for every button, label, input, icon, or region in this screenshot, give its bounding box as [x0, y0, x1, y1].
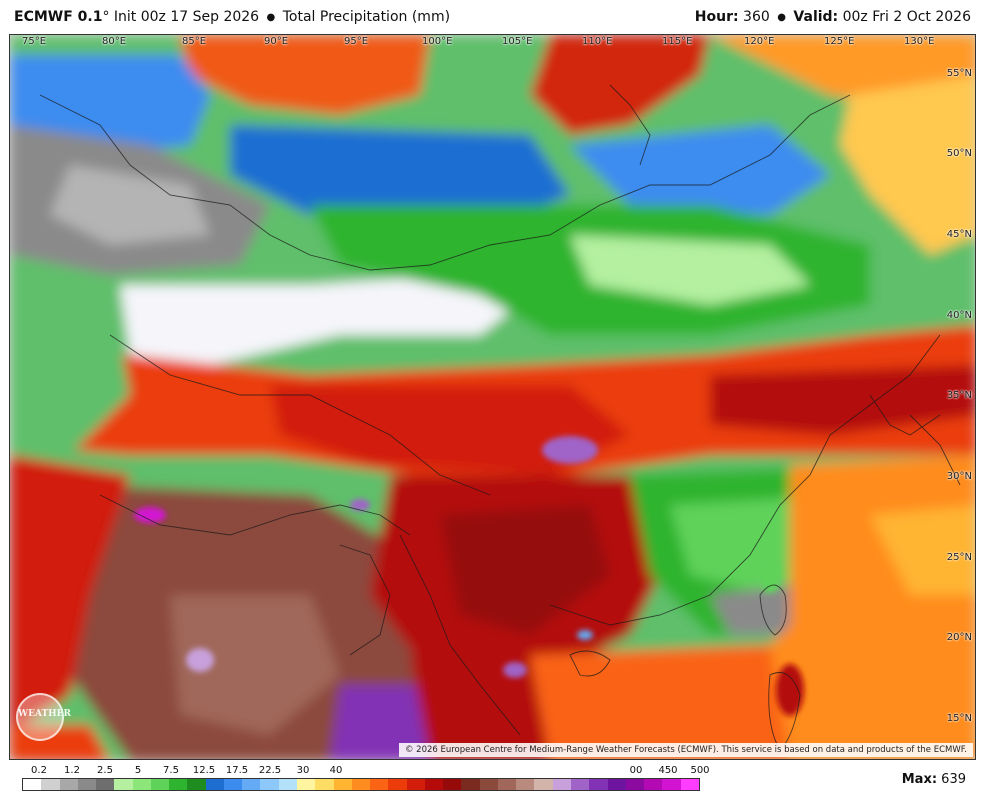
- title-left: ECMWF 0.1° Init 00z 17 Sep 2026 ● Total …: [14, 0, 450, 36]
- legend-tick: 1.2: [64, 765, 80, 776]
- lat-label-50: 50°N: [946, 148, 972, 159]
- lon-label-125: 125°E: [824, 36, 855, 47]
- legend-tick: 00: [629, 765, 643, 776]
- map-header: ECMWF 0.1° Init 00z 17 Sep 2026 ● Total …: [0, 0, 984, 34]
- lat-label-30: 30°N: [946, 471, 972, 482]
- colorbar-swatch: [242, 779, 261, 790]
- colorbar-swatch: [552, 779, 571, 790]
- colorbar-swatch: [662, 779, 681, 790]
- colorbar-swatch: [461, 779, 480, 790]
- legend-tick: 17.5: [225, 765, 249, 776]
- colorbar-swatch: [315, 779, 334, 790]
- colorbar-swatch: [589, 779, 608, 790]
- legend-tick: 450: [658, 765, 678, 776]
- lon-label-80: 80°E: [102, 36, 127, 47]
- legend-tick: 2.5: [97, 765, 113, 776]
- colorbar-swatch: [607, 779, 626, 790]
- logo-text: WEATHER: [18, 709, 71, 719]
- colorbar-swatch: [388, 779, 407, 790]
- max-value: Max: 639: [902, 772, 966, 788]
- colorbar-swatch: [150, 779, 170, 790]
- legend-tick: 40: [329, 765, 343, 776]
- legend-tick: 5: [134, 765, 142, 776]
- colorbar-swatch: [41, 779, 60, 790]
- colorbar-swatch: [625, 779, 645, 790]
- colorbar-swatch: [296, 779, 316, 790]
- lat-label-15: 15°N: [946, 713, 972, 724]
- lon-label-120: 120°E: [744, 36, 775, 47]
- bullet-separator: ●: [266, 12, 276, 23]
- lat-label-20: 20°N: [946, 632, 972, 643]
- precipitation-map[interactable]: 75°E 80°E 85°E 90°E 95°E 100°E 105°E 110…: [9, 34, 976, 760]
- max-label: Max:: [901, 772, 938, 787]
- colorbar-swatch: [351, 779, 371, 790]
- colorbar-swatch: [23, 779, 42, 790]
- legend-tick: 30: [296, 765, 310, 776]
- colorbar-swatch: [278, 779, 297, 790]
- colorbar-swatch: [169, 779, 188, 790]
- lon-label-95: 95°E: [344, 36, 369, 47]
- legend-tick: 12.5: [192, 765, 216, 776]
- precipitation-colorbar: [22, 778, 700, 791]
- lat-label-25: 25°N: [946, 552, 972, 563]
- max-number: 639: [941, 772, 966, 787]
- colorbar-swatch: [443, 779, 462, 790]
- legend-tick: 7.5: [163, 765, 179, 776]
- lat-label-45: 45°N: [946, 229, 972, 240]
- colorbar-swatch: [370, 779, 389, 790]
- lon-label-130: 130°E: [904, 36, 935, 47]
- lat-label-35: 35°N: [946, 390, 972, 401]
- colorbar-swatch: [644, 779, 663, 790]
- colorbar-swatch: [680, 779, 699, 790]
- colorbar-swatch: [96, 779, 115, 790]
- lon-label-100: 100°E: [422, 36, 453, 47]
- lon-label-90: 90°E: [264, 36, 289, 47]
- hour-value: 360: [743, 9, 770, 25]
- colorbar-swatch: [205, 779, 224, 790]
- lon-label-110: 110°E: [582, 36, 613, 47]
- colorbar-swatch: [333, 779, 352, 790]
- hour-label: Hour:: [694, 9, 739, 25]
- legend-tick: 0.2: [31, 765, 47, 776]
- colorbar-swatch: [497, 779, 517, 790]
- product-name: Total Precipitation (mm): [282, 9, 451, 25]
- valid-label: Valid:: [793, 9, 839, 25]
- lon-label-75: 75°E: [22, 36, 47, 47]
- legend-tick: 22.5: [258, 765, 282, 776]
- valid-value: 00z Fri 2 Oct 2026: [842, 9, 971, 25]
- colorbar-swatch: [77, 779, 97, 790]
- colorbar-swatch: [534, 779, 553, 790]
- lon-label-105: 105°E: [502, 36, 533, 47]
- lat-label-55: 55°N: [946, 68, 972, 79]
- colorbar-swatch: [479, 779, 498, 790]
- model-name: ECMWF 0.1: [14, 9, 103, 25]
- colorbar-swatch: [132, 779, 151, 790]
- init-time: Init 00z 17 Sep 2026: [113, 9, 260, 25]
- colorbar-swatch: [223, 779, 243, 790]
- colorbar-swatch: [424, 779, 444, 790]
- colorbar-swatch: [59, 779, 78, 790]
- colorbar-swatch: [516, 779, 535, 790]
- bullet-separator-right: ●: [777, 12, 786, 23]
- colorbar-swatch: [260, 779, 279, 790]
- lon-label-115: 115°E: [662, 36, 693, 47]
- precipitation-field: [10, 35, 975, 759]
- colorbar-swatch: [570, 779, 590, 790]
- colorbar-swatch: [187, 779, 206, 790]
- lon-label-85: 85°E: [182, 36, 207, 47]
- colorbar-swatch: [406, 779, 425, 790]
- degree-symbol: °: [102, 9, 110, 25]
- legend-ticks: 0.2 1.2 2.5 5 7.5 12.5 17.5 22.5 30 40 0…: [22, 765, 710, 777]
- colorbar-swatch: [114, 779, 133, 790]
- weatherbell-logo: WEATHER: [16, 693, 71, 741]
- title-right: Hour: 360 ● Valid: 00z Fri 2 Oct 2026: [695, 0, 971, 36]
- copyright-notice: © 2026 European Centre for Medium-Range …: [398, 743, 973, 757]
- lat-label-40: 40°N: [946, 310, 972, 321]
- legend-tick: 500: [690, 765, 710, 776]
